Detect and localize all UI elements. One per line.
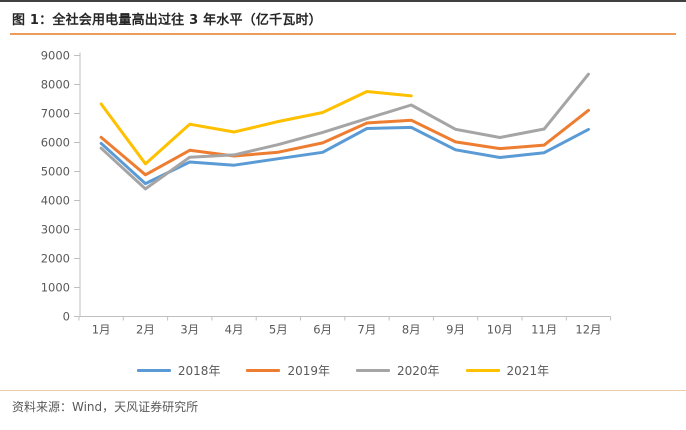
y-tick-label: 1000 (41, 281, 70, 295)
y-tick-label: 2000 (41, 252, 70, 266)
source-note: 资料来源：Wind，天风证券研究所 (12, 400, 199, 414)
legend-label: 2021年 (506, 363, 550, 378)
series-line-2021年 (99, 90, 413, 166)
legend-swatch (356, 368, 390, 372)
x-tick-label: 8月 (402, 323, 421, 337)
x-tick-label: 9月 (446, 323, 465, 337)
legend-swatch (136, 368, 171, 372)
y-tick-label: 8000 (41, 78, 70, 92)
legend-item-2019年: 2019年 (246, 362, 330, 379)
series-line-2019年 (99, 108, 590, 177)
legend-label: 2018年 (177, 363, 221, 378)
series-line-2020年 (99, 72, 590, 191)
y-tick-label: 7000 (41, 107, 70, 121)
y-tick-label: 4000 (41, 194, 70, 208)
x-tick-label: 1月 (92, 323, 111, 337)
x-tick-label: 5月 (269, 323, 288, 337)
legend-label: 2019年 (287, 363, 330, 378)
x-tick-label: 2月 (136, 323, 155, 337)
y-tick-label: 5000 (41, 165, 70, 179)
y-tick-label: 0 (63, 310, 70, 324)
legend-item-2021年: 2021年 (465, 362, 550, 379)
footer-separator (0, 390, 686, 391)
x-tick-label: 6月 (313, 323, 332, 337)
page-top-border (0, 0, 686, 2)
line-chart-canvas: 0 1000 2000 3000 4000 5000 6000 7000 8000 9000 1月 2… (41, 49, 612, 337)
figure-title: 图 1：全社会用电量高出过往 3 年水平（亿千瓦时） (12, 13, 322, 28)
series-line-2018年 (99, 125, 590, 186)
line-chart: 0 1000 2000 3000 4000 5000 6000 7000 8000 9000 1月 2… (0, 40, 686, 360)
x-tick-label: 11月 (531, 323, 557, 337)
legend-item-2020年: 2020年 (356, 362, 440, 379)
y-tick-label: 6000 (41, 136, 70, 150)
x-tick-label: 7月 (358, 323, 377, 337)
title-underline (10, 33, 676, 35)
chart-legend: 2018年 2019年 2020年 2021年 (0, 360, 686, 380)
legend-swatch (246, 368, 281, 372)
legend-swatch (465, 368, 500, 372)
y-tick-label: 3000 (41, 223, 70, 237)
x-tick-label: 4月 (225, 323, 244, 337)
y-tick-label: 9000 (41, 49, 70, 63)
x-tick-label: 3月 (180, 323, 199, 337)
legend-label: 2020年 (397, 363, 440, 378)
x-tick-label: 12月 (575, 323, 601, 337)
legend-item-2018年: 2018年 (136, 362, 221, 379)
x-tick-label: 10月 (487, 323, 513, 337)
